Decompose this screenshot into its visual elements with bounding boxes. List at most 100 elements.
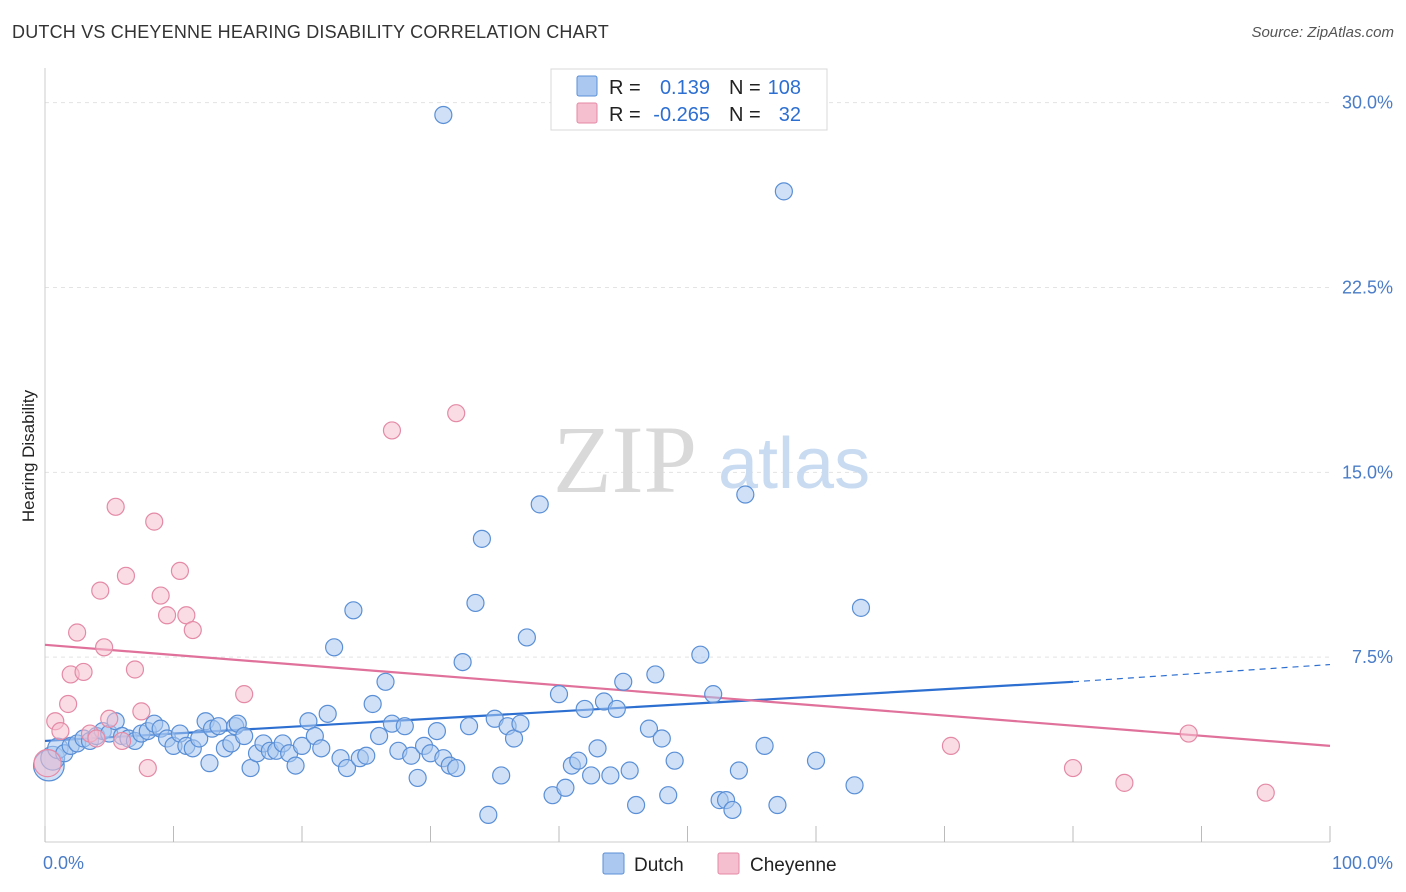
dutch-trend-extension (1072, 663, 1331, 683)
dutch-point (479, 805, 498, 824)
dutch-point (806, 751, 826, 770)
cheyenne-points (33, 404, 1275, 802)
dutch-point (427, 721, 447, 741)
dutch-point (363, 694, 382, 714)
bottom-legend-swatch-cheyenne (717, 852, 740, 875)
dutch-point (376, 672, 395, 691)
cheyenne-point (145, 512, 164, 531)
y-axis-label: Hearing Disability (19, 389, 38, 522)
cheyenne-point (151, 586, 170, 605)
bottom-legend: Dutch Cheyenne (602, 852, 837, 876)
y-tick-label: 22.5% (1342, 277, 1393, 297)
dutch-point (639, 719, 659, 738)
dutch-point (768, 795, 787, 815)
cheyenne-point (87, 729, 106, 748)
dutch-point (582, 766, 601, 785)
dutch-points (32, 105, 871, 824)
y-tick-label: 15.0% (1342, 462, 1393, 482)
y-tick-label: 30.0% (1342, 93, 1393, 113)
dutch-point (209, 717, 228, 736)
axes (44, 68, 1331, 843)
dutch-point (337, 758, 357, 778)
grid-lines (45, 102, 1330, 658)
x-tick-label-min: 0.0% (43, 853, 84, 873)
bottom-legend-swatch-dutch (602, 852, 625, 875)
dutch-point (402, 746, 421, 765)
dutch-point (434, 105, 453, 125)
legend-swatch-cheyenne (576, 102, 598, 124)
legend-n-label-cheyenne: N = (729, 104, 761, 126)
cheyenne-point (132, 702, 151, 721)
dutch-point (466, 593, 485, 613)
legend-r-label-cheyenne: R = (609, 104, 641, 126)
dutch-point (723, 800, 742, 820)
dutch-point (569, 751, 588, 770)
legend-r-value-cheyenne: -0.265 (653, 104, 710, 126)
bottom-legend-label-cheyenne: Cheyenne (750, 855, 837, 876)
cheyenne-point (68, 623, 87, 642)
cheyenne-trend-line (44, 643, 1331, 747)
cheyenne-point (447, 404, 466, 423)
dutch-point (659, 786, 678, 805)
dutch-point (459, 717, 479, 736)
dutch-point (408, 768, 427, 788)
dutch-point (200, 754, 219, 773)
cheyenne-point (170, 561, 190, 581)
dutch-point (492, 766, 511, 785)
dutch-point (472, 529, 491, 548)
dutch-point (601, 766, 620, 785)
dutch-point (325, 638, 344, 657)
dutch-point (530, 495, 549, 514)
cheyenne-point (116, 566, 136, 585)
dutch-point (292, 736, 312, 755)
watermark-zip: ZIP (553, 406, 697, 513)
dutch-point (556, 778, 575, 797)
cheyenne-point (1179, 724, 1198, 743)
y-tick-label: 7.5% (1352, 647, 1393, 667)
cheyenne-point (183, 620, 202, 640)
dutch-point (190, 729, 209, 748)
source-attribution: Source: ZipAtlas.com (1251, 24, 1394, 41)
cheyenne-point (157, 606, 177, 625)
dutch-point (736, 485, 755, 504)
dutch-point (665, 751, 684, 770)
cheyenne-point (112, 731, 132, 751)
legend-n-value-cheyenne: 32 (779, 104, 801, 126)
legend-n-value-dutch: 108 (768, 77, 801, 99)
dutch-point (286, 756, 305, 775)
legend-box: R = 0.139 N = 108 R = -0.265 N = 32 (550, 68, 828, 131)
dutch-point (312, 739, 331, 758)
legend-swatch-dutch (576, 75, 598, 97)
cheyenne-point (91, 581, 110, 600)
dutch-point (318, 704, 337, 723)
cheyenne-point (95, 638, 114, 657)
cheyenne-point (235, 685, 254, 704)
dutch-point (588, 739, 607, 758)
cheyenne-point (106, 497, 125, 516)
cheyenne-point (74, 662, 93, 682)
dutch-point (626, 795, 646, 815)
dutch-point (447, 758, 466, 778)
dutch-point (755, 736, 774, 755)
cheyenne-point (125, 660, 145, 679)
dutch-point (614, 672, 633, 691)
dutch-point (511, 714, 530, 733)
dutch-point (620, 761, 639, 780)
cheyenne-point (1115, 773, 1134, 792)
cheyenne-point (1063, 758, 1083, 778)
cheyenne-point (382, 421, 402, 440)
cheyenne-point (51, 721, 70, 741)
cheyenne-point (33, 748, 62, 778)
legend-r-value-dutch: 0.139 (660, 77, 710, 99)
dutch-point (691, 645, 710, 664)
dutch-point (235, 726, 254, 746)
tick-labels: 7.5% 15.0% 22.5% 30.0% 0.0% 100.0% (43, 93, 1393, 873)
dutch-point (453, 652, 472, 672)
cheyenne-point (138, 758, 157, 778)
cheyenne-point (59, 694, 78, 714)
dutch-point (652, 729, 671, 748)
dutch-point (344, 601, 363, 620)
cheyenne-point (1256, 783, 1275, 802)
chart-title: DUTCH VS CHEYENNE HEARING DISABILITY COR… (12, 22, 609, 42)
